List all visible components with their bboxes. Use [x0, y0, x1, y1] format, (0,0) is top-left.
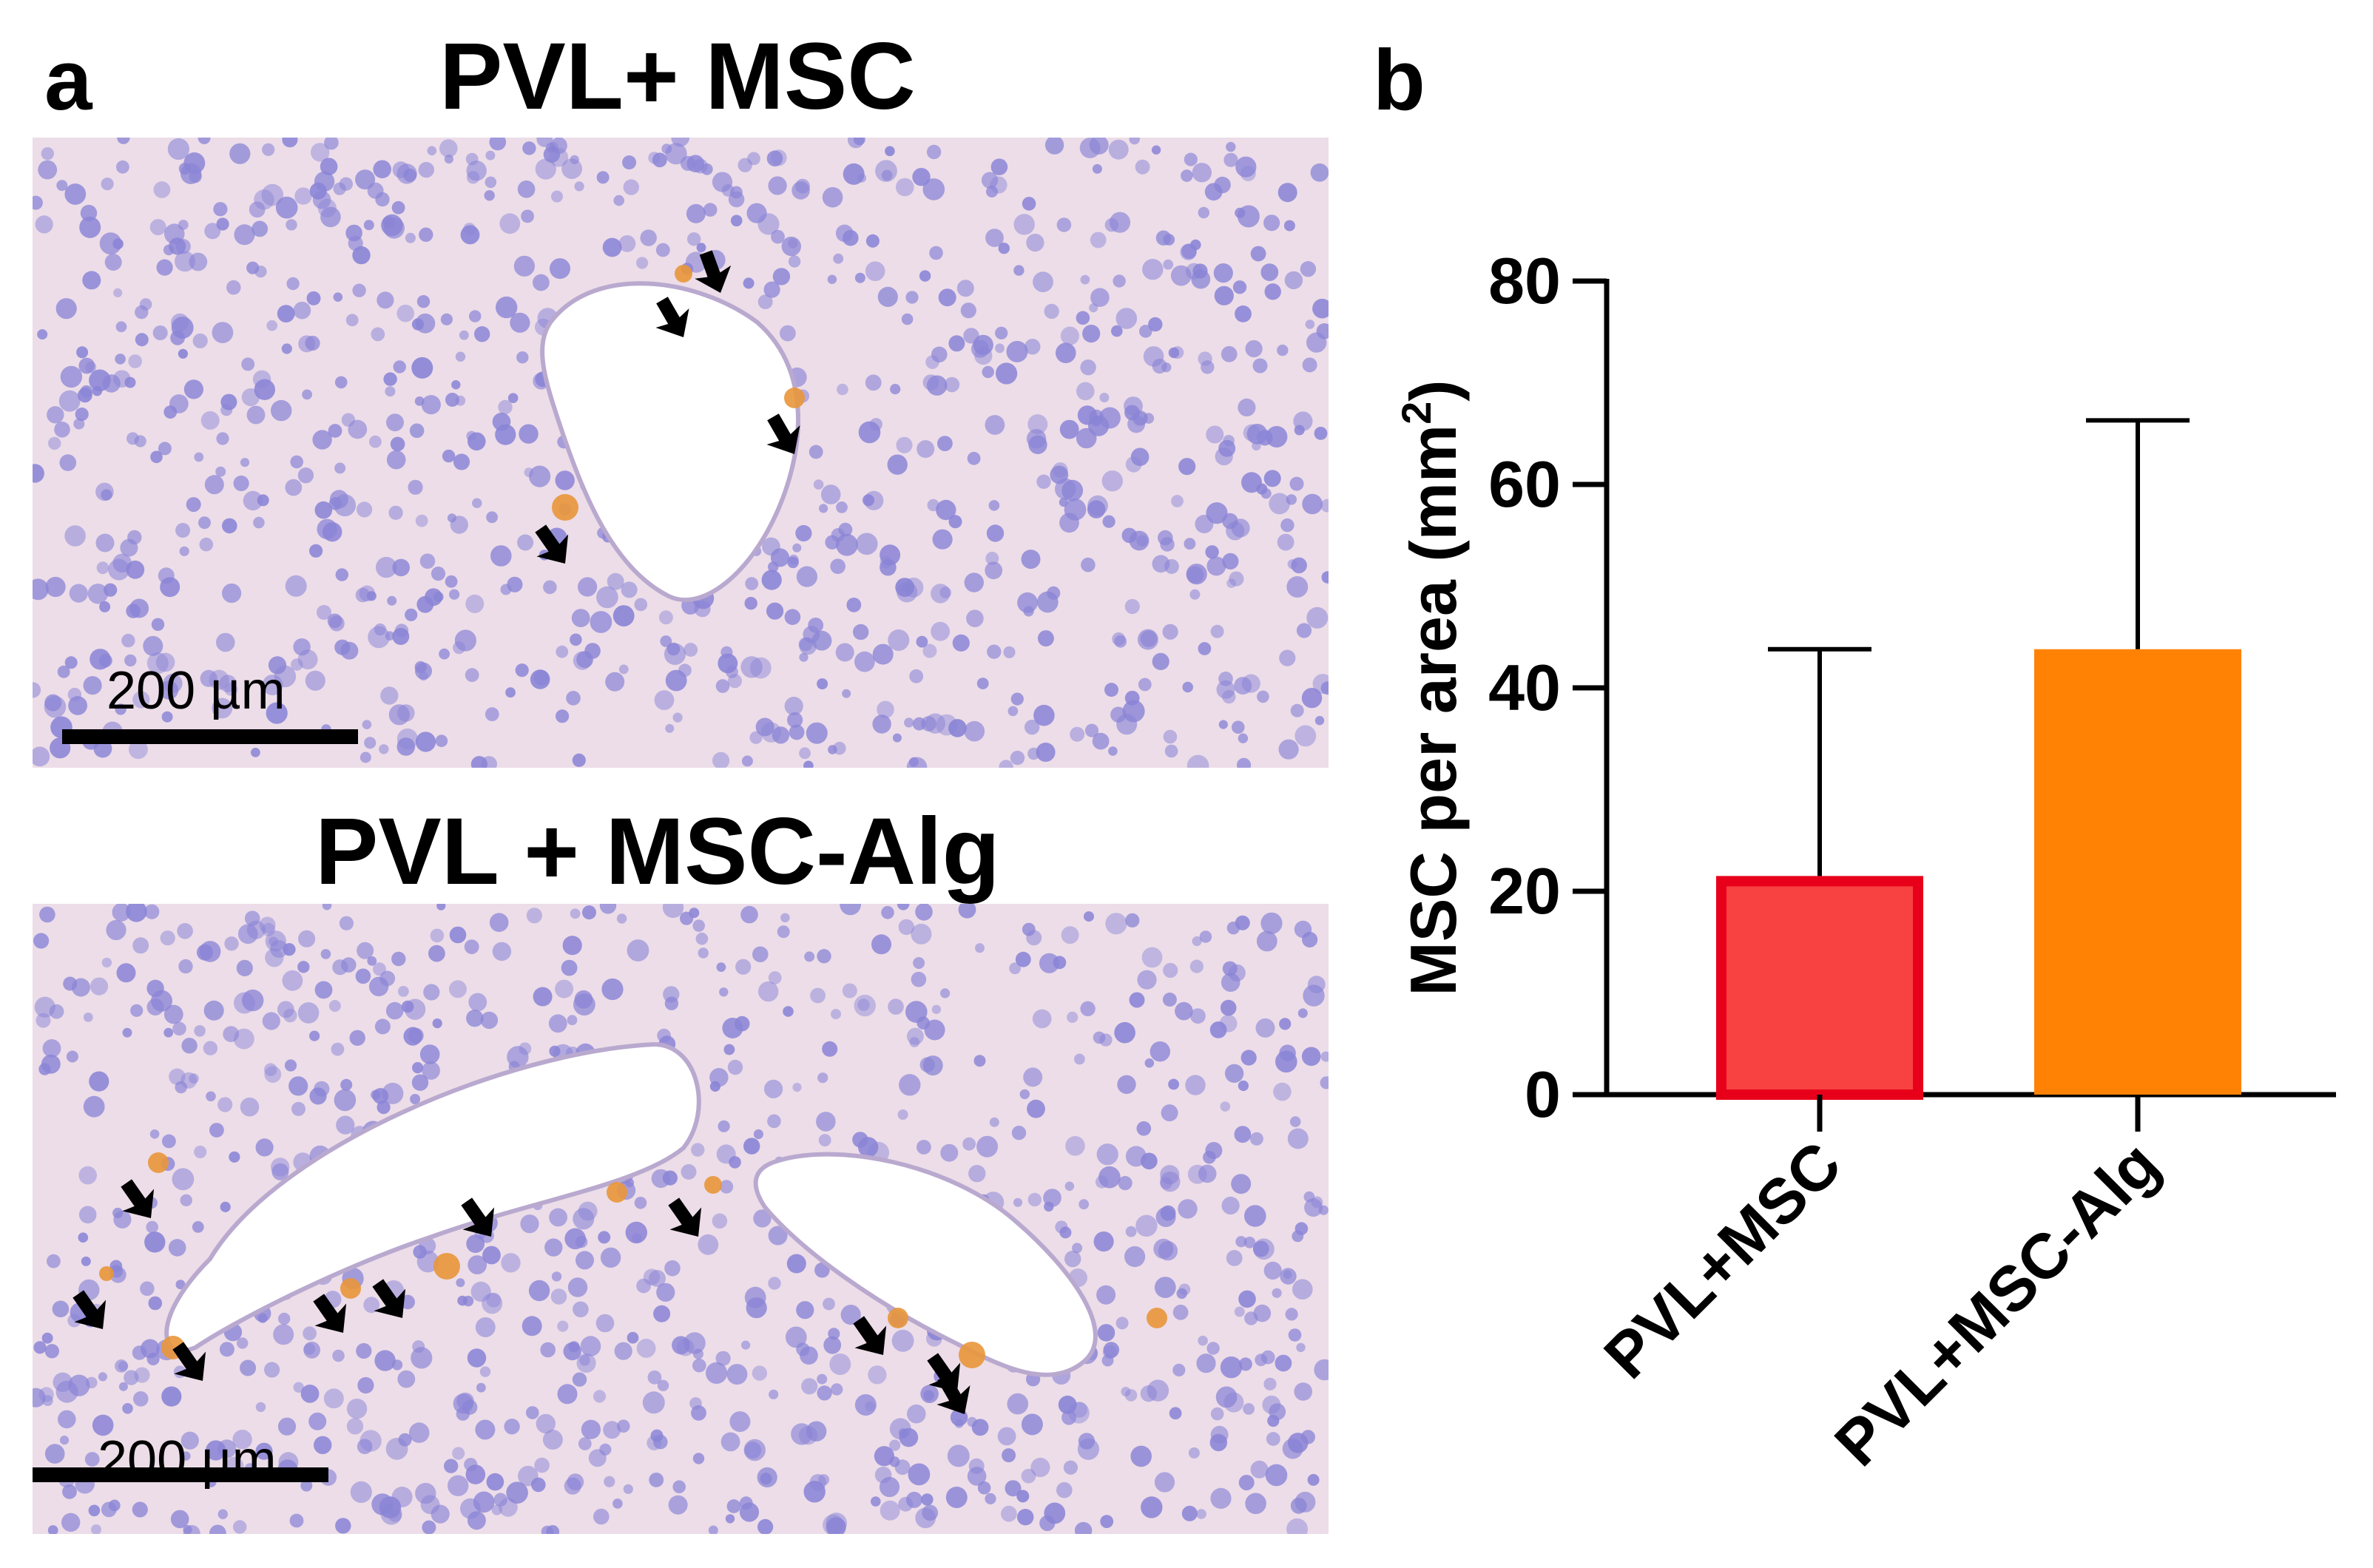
arrow-marker	[535, 524, 569, 564]
arrow-marker	[668, 1197, 702, 1237]
y-tick-label: 40	[1488, 651, 1561, 724]
arrow-marker	[313, 1294, 347, 1333]
stained-cell	[675, 265, 692, 283]
nuclei	[33, 138, 1329, 768]
stained-cell	[148, 1152, 169, 1173]
arrow-marker	[936, 1373, 971, 1414]
arrow-marker	[853, 1316, 887, 1355]
scale-bar	[33, 1467, 328, 1482]
y-tick-label: 20	[1488, 854, 1561, 927]
stained-cell	[340, 1278, 361, 1299]
arrow-marker	[695, 250, 732, 293]
arrow-marker	[461, 1197, 495, 1237]
stained-cell	[99, 1266, 114, 1281]
bar-1	[1716, 876, 1923, 1100]
stained-cell	[1147, 1308, 1167, 1328]
panel-b-letter: b	[1373, 32, 1425, 128]
arrow-marker	[766, 413, 800, 454]
vessel-lumen	[164, 1041, 701, 1353]
stained-cell	[607, 1182, 627, 1203]
panel-a-letter: a	[44, 32, 92, 128]
micrograph-title-bottom: PVL + MSC-Alg	[315, 799, 1000, 905]
y-tick-label: 0	[1525, 1058, 1561, 1131]
arrow-marker	[172, 1342, 206, 1381]
micrograph-bottom	[33, 904, 1329, 1534]
stained-cell	[433, 1253, 460, 1280]
x-tick-label: PVL+MSC-Alg	[1821, 1129, 2173, 1480]
bar-2	[2034, 649, 2241, 1095]
micrograph-top	[33, 138, 1329, 768]
stained-cell	[552, 494, 578, 521]
scale-bar-label-top: 200 µm	[107, 661, 286, 720]
y-tick-label: 60	[1488, 447, 1561, 521]
scale-bar-label-bottom: 200 µm	[98, 1430, 277, 1490]
arrow-marker	[655, 297, 689, 337]
stained-cell	[888, 1308, 908, 1328]
x-tick-label: PVL+MSC	[1591, 1129, 1855, 1393]
stained-cell	[704, 1176, 722, 1194]
micrograph-title-top: PVL+ MSC	[439, 24, 916, 129]
stained-cell	[784, 388, 805, 408]
vessel-lumen	[540, 281, 800, 602]
y-axis-label: MSC per area (mm2)	[1393, 379, 1470, 996]
stained-cell	[959, 1342, 985, 1368]
scale-bar	[62, 729, 358, 744]
vessel-lumen	[753, 1152, 1098, 1377]
arrow-marker	[72, 1290, 107, 1329]
y-tick-label: 80	[1488, 244, 1561, 317]
arrow-marker	[121, 1179, 155, 1218]
arrow-marker	[372, 1279, 406, 1318]
nuclei	[33, 904, 1329, 1534]
